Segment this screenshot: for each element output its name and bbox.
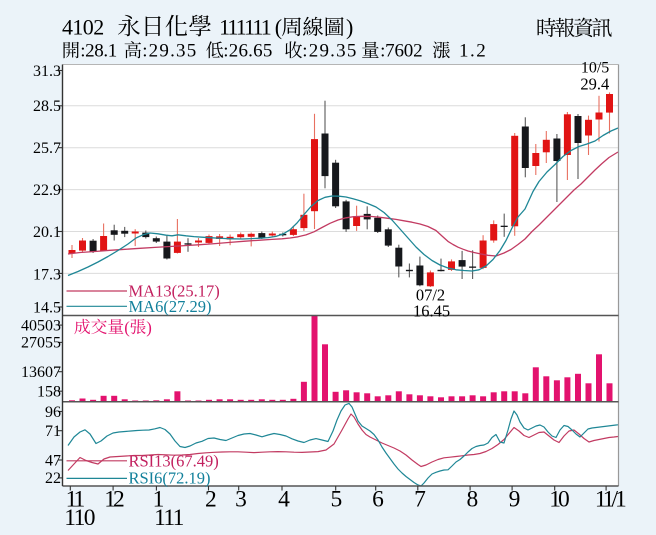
svg-text:11/1: 11/1 xyxy=(595,487,626,513)
svg-text:8: 8 xyxy=(467,487,479,513)
svg-text:1: 1 xyxy=(153,487,165,513)
svg-text:110: 110 xyxy=(64,505,94,531)
svg-text:MA13(25.17): MA13(25.17) xyxy=(129,282,220,301)
svg-text:RSI13(67.49): RSI13(67.49) xyxy=(129,451,219,470)
svg-text:31.3: 31.3 xyxy=(33,63,61,80)
svg-text:RSI6(72.19): RSI6(72.19) xyxy=(129,468,211,487)
svg-text:71: 71 xyxy=(45,423,61,440)
svg-text::7602: :7602 xyxy=(380,40,422,61)
svg-text:3: 3 xyxy=(235,487,247,513)
svg-text:22.9: 22.9 xyxy=(33,182,61,199)
svg-text:07/2: 07/2 xyxy=(416,286,445,305)
svg-text:40503: 40503 xyxy=(21,317,61,334)
svg-text:29.4: 29.4 xyxy=(580,74,609,93)
svg-text:7: 7 xyxy=(414,487,426,513)
svg-text:9: 9 xyxy=(509,487,521,513)
svg-text:5: 5 xyxy=(331,487,343,513)
svg-text:16.45: 16.45 xyxy=(413,302,450,321)
svg-text:2: 2 xyxy=(205,487,217,513)
svg-text:27055: 27055 xyxy=(21,335,61,352)
svg-text:(: ( xyxy=(124,318,130,337)
svg-text:17.3: 17.3 xyxy=(33,267,61,284)
svg-text:25.7: 25.7 xyxy=(33,140,61,157)
svg-text:13607: 13607 xyxy=(21,364,61,381)
svg-text:96: 96 xyxy=(45,404,61,421)
svg-text:1.2: 1.2 xyxy=(459,40,487,61)
svg-text:22: 22 xyxy=(45,470,61,487)
svg-text::29.35: :29.35 xyxy=(142,40,197,61)
svg-text:28.5: 28.5 xyxy=(33,98,61,115)
svg-text:MA6(27.29): MA6(27.29) xyxy=(129,297,212,316)
svg-text:20.1: 20.1 xyxy=(33,224,61,241)
svg-text:14.5: 14.5 xyxy=(33,299,61,316)
svg-text:6: 6 xyxy=(372,487,384,513)
svg-text:111: 111 xyxy=(154,505,184,531)
svg-text:): ) xyxy=(346,15,353,40)
svg-text:11: 11 xyxy=(66,487,85,513)
svg-text:12: 12 xyxy=(104,487,124,513)
svg-text:4102: 4102 xyxy=(62,15,104,40)
svg-text:111111: 111111 xyxy=(219,15,271,40)
svg-text:): ) xyxy=(146,318,152,337)
svg-text:10/5: 10/5 xyxy=(581,60,609,77)
svg-text::26.65: :26.65 xyxy=(223,40,272,61)
svg-text::29.35: :29.35 xyxy=(302,40,357,61)
svg-text:10: 10 xyxy=(549,487,569,513)
svg-text:47: 47 xyxy=(45,452,61,469)
svg-text::28.1: :28.1 xyxy=(80,40,117,61)
svg-text:158: 158 xyxy=(37,384,61,401)
svg-text:(: ( xyxy=(275,15,282,40)
svg-text:4: 4 xyxy=(278,487,290,513)
